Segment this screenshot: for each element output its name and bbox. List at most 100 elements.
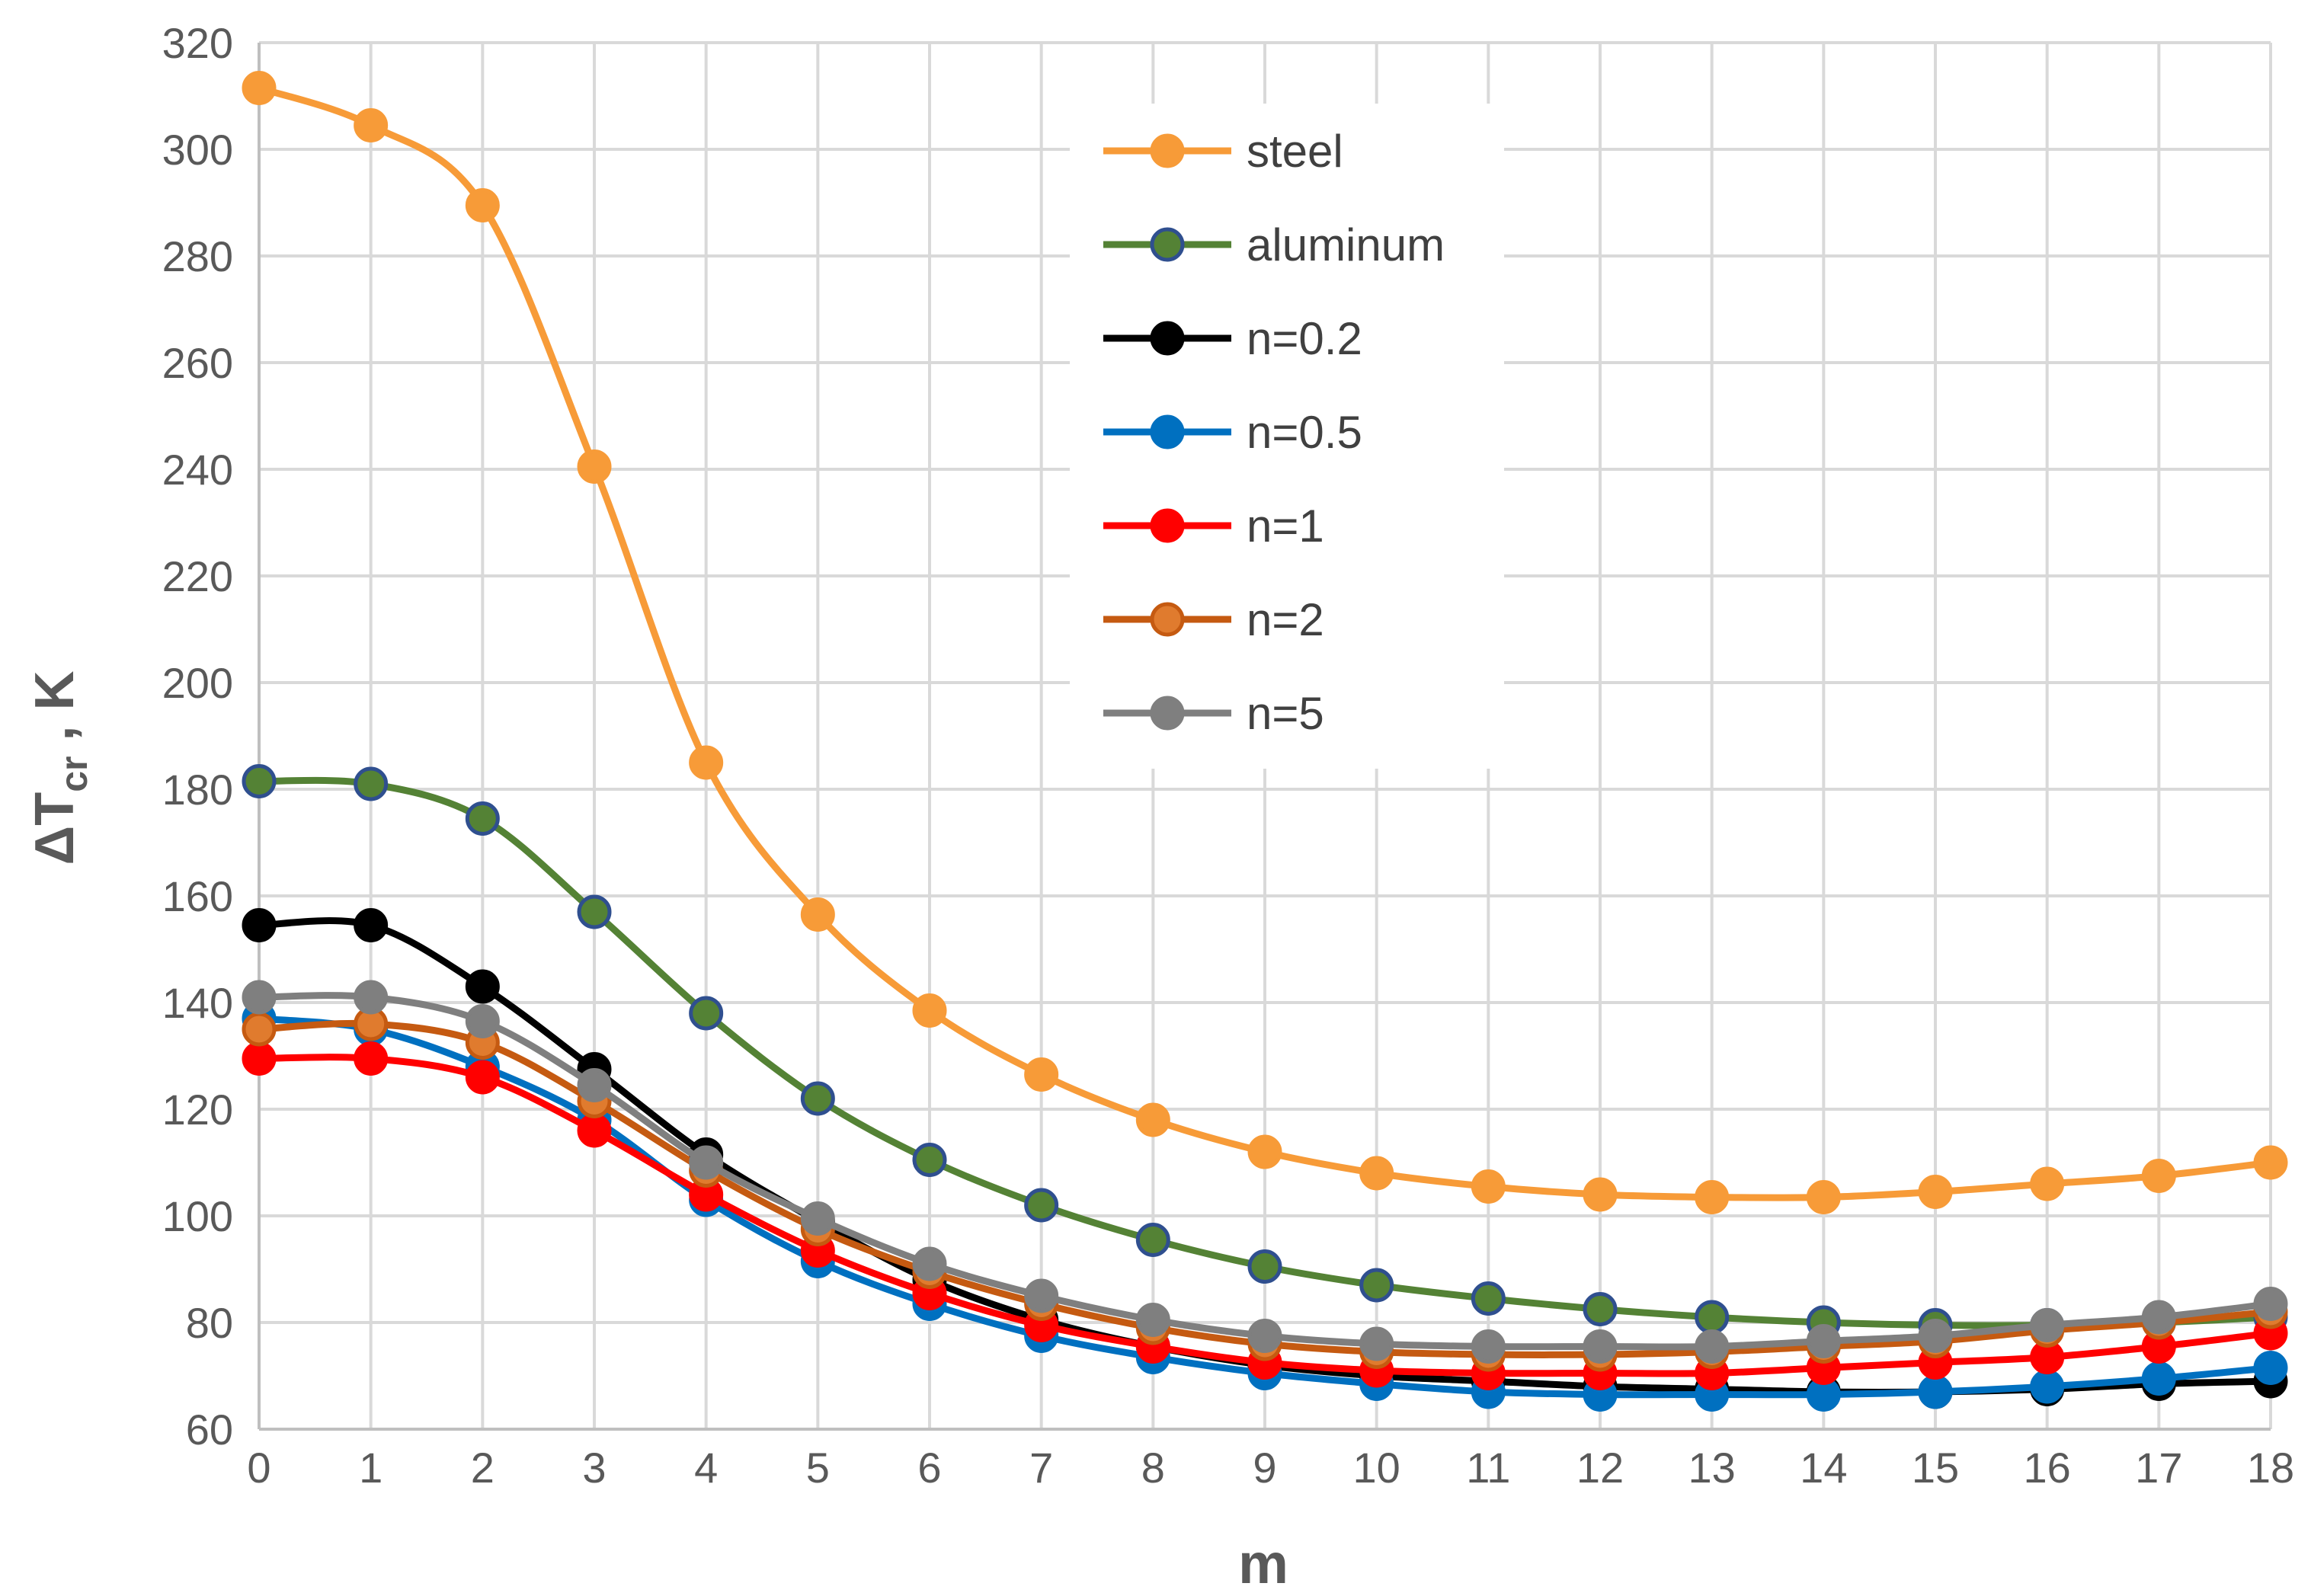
- data-point: [1695, 1180, 1730, 1214]
- data-point: [1806, 1324, 1841, 1358]
- y-axis-title-main: ΔT: [24, 792, 85, 865]
- data-point: [1135, 1303, 1170, 1337]
- series-n=5: [242, 980, 2288, 1364]
- data-point: [1359, 1156, 1394, 1191]
- y-tick-label: 280: [162, 232, 233, 280]
- x-tick-label: 11: [1466, 1444, 1510, 1492]
- x-tick-label: 10: [1353, 1444, 1400, 1492]
- data-point: [1024, 1278, 1059, 1313]
- data-point: [1918, 1175, 1953, 1209]
- data-point: [577, 1068, 612, 1102]
- data-point: [1806, 1180, 1841, 1214]
- data-point: [2030, 1308, 2065, 1342]
- x-tick-label: 6: [917, 1444, 941, 1492]
- legend-marker: [1150, 414, 1185, 449]
- legend-label: n=5: [1247, 688, 1324, 739]
- legend-marker: [1150, 227, 1185, 262]
- data-point: [2253, 1145, 2288, 1180]
- data-point: [242, 908, 277, 942]
- y-tick-label: 120: [162, 1086, 233, 1134]
- x-axis-title: m: [1238, 1532, 1288, 1595]
- data-point: [800, 1201, 835, 1236]
- y-axis-title: ΔTcr , K: [24, 670, 95, 865]
- data-point: [1471, 1329, 1506, 1364]
- legend-label: n=0.5: [1247, 407, 1362, 458]
- x-tick-label: 0: [247, 1444, 270, 1492]
- x-tick-label: 5: [806, 1444, 830, 1492]
- data-point: [912, 1246, 947, 1281]
- data-point: [1471, 1281, 1506, 1316]
- data-point: [1918, 1319, 1953, 1353]
- data-point: [354, 108, 389, 142]
- data-point: [577, 449, 612, 484]
- x-tick-label: 12: [1576, 1444, 1624, 1492]
- legend-marker: [1150, 321, 1185, 356]
- y-tick-label: 300: [162, 126, 233, 174]
- data-point: [800, 897, 835, 932]
- series-line: [258, 85, 2271, 1201]
- y-tick-label: 260: [162, 339, 233, 387]
- data-point: [1135, 1102, 1170, 1137]
- data-point: [577, 894, 612, 929]
- legend-marker: [1150, 602, 1185, 637]
- x-tick-label: 3: [582, 1444, 606, 1492]
- y-tick-label: 240: [162, 446, 233, 494]
- legend-item: n=0.2: [1103, 313, 1362, 364]
- data-point: [354, 766, 389, 801]
- y-tick-label: 60: [186, 1406, 233, 1454]
- data-point: [465, 1060, 500, 1095]
- x-tick-label: 9: [1253, 1444, 1276, 1492]
- legend-item: n=1: [1103, 501, 1324, 552]
- x-tick-label: 8: [1141, 1444, 1165, 1492]
- data-point: [577, 1113, 612, 1148]
- x-tick-label: 1: [359, 1444, 382, 1492]
- data-point: [465, 969, 500, 1004]
- x-tick-label: 16: [2024, 1444, 2071, 1492]
- data-point: [912, 993, 947, 1028]
- legend-background: [1070, 104, 1504, 769]
- axes: 6080100120140160180200220240260280300320…: [162, 19, 2295, 1492]
- y-tick-label: 160: [162, 872, 233, 920]
- data-point: [800, 1081, 835, 1116]
- data-point: [1695, 1300, 1730, 1335]
- data-point: [465, 188, 500, 222]
- legend-marker: [1150, 696, 1185, 731]
- x-tick-label: 14: [1800, 1444, 1847, 1492]
- data-point: [242, 1041, 277, 1076]
- data-point: [1247, 1249, 1282, 1284]
- data-point: [465, 801, 500, 836]
- data-point: [689, 996, 724, 1031]
- data-point: [1583, 1292, 1618, 1326]
- y-axis-title-sub: cr: [53, 756, 95, 792]
- data-point: [242, 1012, 277, 1047]
- y-tick-label: 140: [162, 979, 233, 1027]
- y-axis-title-tail: , K: [24, 670, 85, 756]
- data-point: [1247, 1134, 1282, 1169]
- y-tick-label: 220: [162, 552, 233, 600]
- legend-item: n=5: [1103, 688, 1324, 739]
- data-point: [1024, 1057, 1059, 1092]
- data-point: [242, 71, 277, 105]
- legend-label: n=1: [1247, 501, 1324, 552]
- series-group: [242, 71, 2288, 1412]
- data-point: [2030, 1369, 2065, 1404]
- legend-item: steel: [1103, 126, 1343, 177]
- series-steel: [242, 71, 2288, 1214]
- data-point: [1135, 1223, 1170, 1257]
- data-point: [242, 764, 277, 798]
- data-point: [912, 1143, 947, 1177]
- legend-item: n=0.5: [1103, 407, 1362, 458]
- data-point: [2030, 1166, 2065, 1201]
- data-point: [354, 1041, 389, 1076]
- legend-label: n=0.2: [1247, 313, 1362, 364]
- legend: steel aluminum n=0.2 n=0.5 n=1 n=2 n=5: [1070, 104, 1504, 769]
- legend-item: n=2: [1103, 594, 1324, 645]
- data-point: [2141, 1300, 2176, 1335]
- legend-marker: [1150, 133, 1185, 168]
- data-point: [689, 745, 724, 780]
- data-point: [689, 1145, 724, 1180]
- data-point: [465, 1004, 500, 1038]
- x-tick-label: 7: [1029, 1444, 1053, 1492]
- data-point: [1695, 1329, 1730, 1364]
